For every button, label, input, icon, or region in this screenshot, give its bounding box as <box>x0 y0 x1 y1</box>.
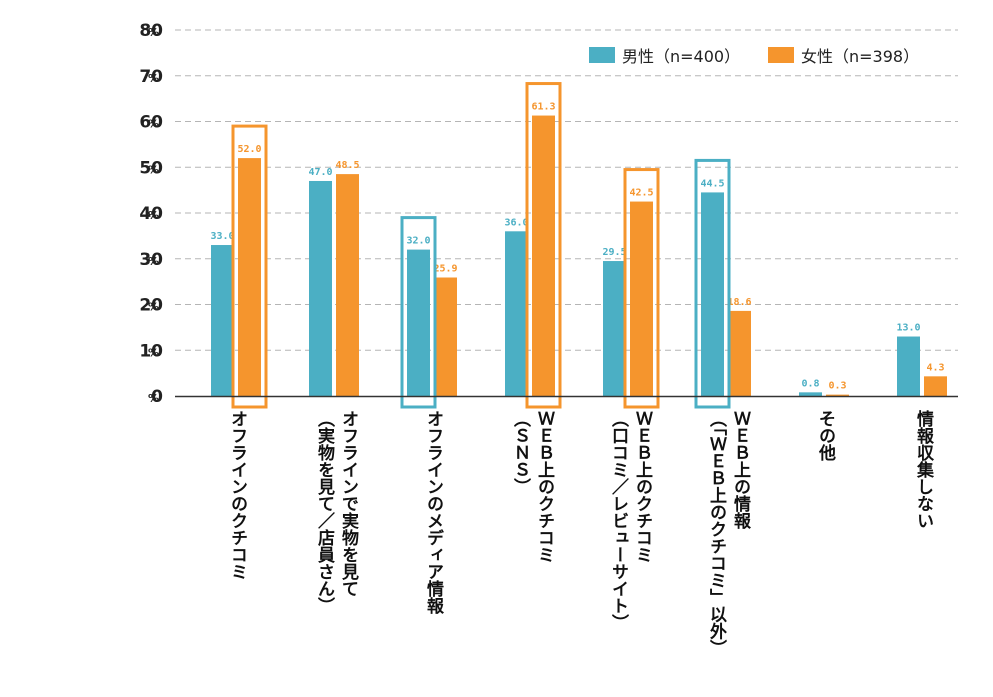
bar-female <box>434 277 457 396</box>
bar-female <box>336 174 359 396</box>
data-label-male: 33.0 <box>210 231 234 242</box>
legend-swatch-male <box>589 47 615 63</box>
bar-male <box>505 231 528 396</box>
x-category-label: 情報収集しない <box>913 410 933 529</box>
data-label-female: 18.6 <box>727 297 751 308</box>
x-category-label: その他 <box>815 410 835 461</box>
y-tick-unit: % <box>148 72 159 85</box>
data-label-male: 44.5 <box>700 178 724 189</box>
highlight-box <box>623 168 660 409</box>
data-label-female: 61.3 <box>531 102 555 113</box>
legend-label-male: 男性（n=400） <box>622 47 740 66</box>
data-label-male: 36.0 <box>504 217 528 228</box>
highlight-box <box>694 158 731 409</box>
data-label-female: 42.5 <box>629 188 653 199</box>
bar-female <box>728 310 751 396</box>
bar-female <box>924 376 947 396</box>
bar-male <box>897 336 920 396</box>
y-tick-unit: % <box>148 392 159 405</box>
x-category-label: オフラインのメディア情報 <box>423 410 443 614</box>
bar-female <box>630 201 653 396</box>
x-category-label: ＷＥＢ上のクチコミ （口コミ／レビューサイト） <box>608 410 652 631</box>
data-label-male: 0.8 <box>801 378 819 389</box>
bar-male <box>701 192 724 396</box>
y-tick-unit: % <box>148 301 159 314</box>
bar-male <box>407 249 430 396</box>
bar-male <box>211 245 234 396</box>
y-tick-label: 30 <box>139 250 163 270</box>
bar-female <box>826 394 849 396</box>
x-category-label: オフラインで実物を見て （実物を見て／店員さん） <box>314 410 358 614</box>
data-label-male: 13.0 <box>896 323 920 334</box>
legend-label-female: 女性（n=398） <box>801 47 919 66</box>
data-label-male: 29.5 <box>602 247 626 258</box>
y-tick-unit: % <box>148 118 159 131</box>
x-category-label: ＷＥＢ上のクチコミ （ＳＮＳ） <box>510 410 554 563</box>
highlight-box <box>525 82 562 409</box>
y-tick-unit: % <box>148 26 159 39</box>
x-category-label: ＷＥＢ上の情報 （「ＷＥＢ上のクチコミ」以外） <box>706 410 750 657</box>
legend-swatch-female <box>768 47 794 63</box>
bar-male <box>309 180 332 396</box>
y-tick-label: 70 <box>139 67 163 87</box>
y-tick-label: 20 <box>139 296 163 316</box>
y-tick-label: 10 <box>139 341 163 361</box>
data-label-female: 25.9 <box>433 264 457 275</box>
bar-female <box>238 158 261 396</box>
bar-female <box>532 115 555 397</box>
x-category-label: オフラインのクチコミ <box>227 410 247 580</box>
y-tick-unit: % <box>148 163 159 176</box>
bar-male <box>603 261 626 396</box>
y-tick-label: 0 <box>151 387 163 407</box>
y-tick-label: 60 <box>139 113 163 133</box>
data-label-female: 48.5 <box>335 160 359 171</box>
data-label-female: 4.3 <box>926 362 944 373</box>
y-tick-label: 50 <box>139 158 163 178</box>
y-tick-unit: % <box>148 346 159 359</box>
y-tick-label: 40 <box>139 204 163 224</box>
bar-male <box>799 392 822 396</box>
y-tick-unit: % <box>148 255 159 268</box>
data-label-female: 52.0 <box>237 144 261 155</box>
highlight-box <box>231 124 268 409</box>
data-label-female: 0.3 <box>828 381 846 392</box>
y-tick-unit: % <box>148 209 159 222</box>
y-tick-label: 80 <box>139 21 163 41</box>
data-label-male: 47.0 <box>308 167 332 178</box>
highlight-box <box>400 216 437 409</box>
data-label-male: 32.0 <box>406 236 430 247</box>
